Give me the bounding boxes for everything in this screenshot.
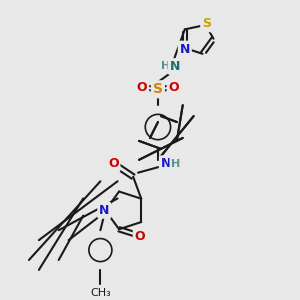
Text: O: O	[137, 81, 147, 94]
Text: CH₃: CH₃	[90, 288, 111, 298]
Text: S: S	[153, 82, 163, 96]
Text: N: N	[99, 204, 110, 217]
Text: O: O	[108, 157, 119, 170]
Text: S: S	[202, 17, 211, 31]
Text: N: N	[161, 157, 171, 170]
Text: O: O	[135, 230, 145, 243]
Text: H: H	[161, 61, 170, 71]
Text: O: O	[169, 81, 179, 94]
Text: N: N	[169, 60, 180, 73]
Text: N: N	[180, 43, 190, 56]
Text: H: H	[171, 159, 180, 169]
